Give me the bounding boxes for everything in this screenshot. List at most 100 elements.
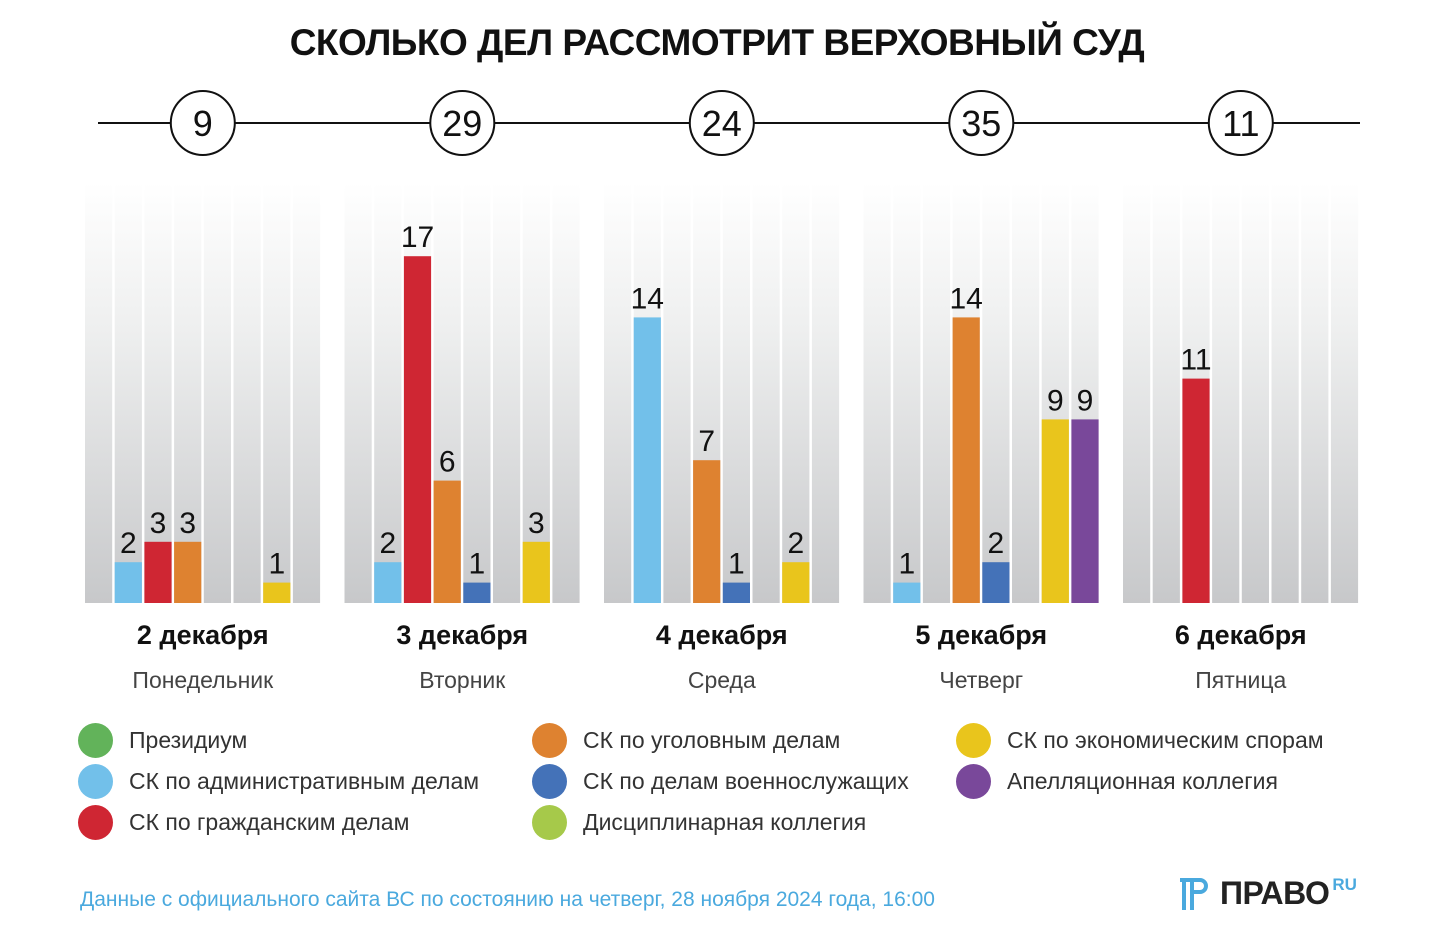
date-label: 5 декабря [915, 620, 1048, 650]
bar-value-label: 2 [787, 527, 804, 560]
legend-item: Апелляционная коллегия [956, 763, 1278, 799]
weekday-label: Вторник [419, 667, 506, 693]
column-background [174, 182, 202, 603]
bar-value-label: 2 [120, 527, 137, 560]
day-total-circle [948, 90, 1015, 156]
legend-item: СК по делам военнослужащих [532, 763, 909, 799]
column-background [1012, 182, 1040, 603]
legend-label: Апелляционная коллегия [1007, 767, 1278, 794]
bar [1041, 419, 1069, 603]
bar [693, 460, 721, 603]
bar-value-label: 9 [1047, 384, 1064, 417]
column-background [552, 182, 580, 603]
bar-value-label: 6 [439, 446, 456, 479]
legend-item: СК по уголовным делам [532, 722, 841, 758]
bar-value-label: 1 [898, 548, 915, 581]
day-total-circle [688, 90, 755, 156]
bar [782, 562, 810, 603]
column-background [1301, 182, 1329, 603]
bar [463, 582, 491, 603]
bar [522, 541, 550, 603]
day-total-circle [1207, 90, 1274, 156]
bar [433, 480, 461, 603]
bar-value-label: 9 [1077, 384, 1094, 417]
day-total-label: 35 [961, 103, 1001, 144]
column-background [493, 182, 521, 603]
day-group: 11 [1123, 182, 1359, 603]
pravo-logo-icon [1180, 878, 1208, 910]
bar [952, 317, 980, 603]
legend-swatch-icon [956, 763, 991, 799]
bar-value-label: 3 [150, 507, 167, 540]
weekday-label: Четверг [939, 667, 1024, 693]
bar [982, 562, 1010, 603]
legend-item: СК по гражданским делам [78, 804, 409, 840]
bar [722, 582, 750, 603]
bar-value-label: 17 [401, 221, 434, 254]
day-total-circle [429, 90, 496, 156]
column-background [1241, 182, 1269, 603]
day-group: 14 7 1 2 [604, 182, 840, 603]
bar [114, 562, 142, 603]
column-background [811, 182, 840, 603]
legend-label: Дисциплинарная коллегия [583, 808, 867, 835]
bar-value-label: 3 [528, 507, 545, 540]
bar-value-label: 14 [950, 282, 983, 315]
bar-value-label: 1 [728, 548, 745, 581]
column-background [463, 182, 491, 603]
bar [1182, 378, 1210, 603]
legend-label: СК по экономическим спорам [1007, 726, 1324, 753]
bar-value-label: 1 [268, 548, 285, 581]
bar [263, 582, 291, 603]
bar [403, 256, 432, 603]
column-background [263, 182, 291, 603]
pravo-ru-logo[interactable]: ПРАВО RU [1180, 876, 1357, 910]
bar-value-label: 1 [469, 548, 486, 581]
column-background [1330, 182, 1359, 603]
date-label: 6 декабря [1174, 620, 1307, 650]
footnote: Данные с официального сайта ВС по состоя… [80, 888, 935, 911]
bar [893, 582, 921, 603]
column-background [604, 182, 632, 603]
column-background [982, 182, 1010, 603]
legend-swatch-icon [78, 763, 113, 799]
legend-item: Дисциплинарная коллегия [532, 804, 867, 840]
column-background [522, 182, 550, 603]
column-background [1123, 182, 1151, 603]
column-background [1271, 182, 1299, 603]
legend-swatch-icon [532, 722, 567, 758]
legend-swatch-icon [78, 804, 113, 840]
day-group: 23 31 [85, 182, 321, 603]
column-background [203, 182, 231, 603]
day-group: 1 14 2 9 9 [863, 182, 1099, 603]
column-background [85, 182, 113, 603]
date-label: 4 декабря [655, 620, 788, 650]
chart-title: СКОЛЬКО ДЕЛ РАССМОТРИТ ВЕРХОВНЫЙ СУД [289, 22, 1145, 63]
bar [633, 317, 661, 603]
column-background [144, 182, 172, 603]
column-background [922, 182, 951, 603]
bar [374, 562, 402, 603]
column-background [344, 182, 372, 603]
legend-label: СК по уголовным делам [583, 726, 841, 753]
bar-value-label: 7 [698, 425, 715, 458]
bar-value-label: 11 [1180, 344, 1211, 377]
legend-swatch-icon [78, 722, 113, 758]
bar [1071, 419, 1099, 603]
legend-swatch-icon [532, 763, 567, 799]
column-background [292, 182, 321, 603]
legend-swatch-icon [956, 722, 991, 758]
column-background [114, 182, 142, 603]
date-label: 2 декабря [136, 620, 269, 650]
legend-swatch-icon [532, 804, 567, 840]
column-background [893, 182, 921, 603]
day-total-label: 29 [442, 103, 482, 144]
legend-item: СК по административным делам [78, 763, 480, 799]
column-background [233, 182, 261, 603]
day-total-label: 11 [1222, 103, 1259, 144]
bar-value-label: 3 [179, 507, 196, 540]
legend-label: СК по административным делам [129, 767, 480, 794]
day-total-label: 24 [702, 103, 742, 144]
